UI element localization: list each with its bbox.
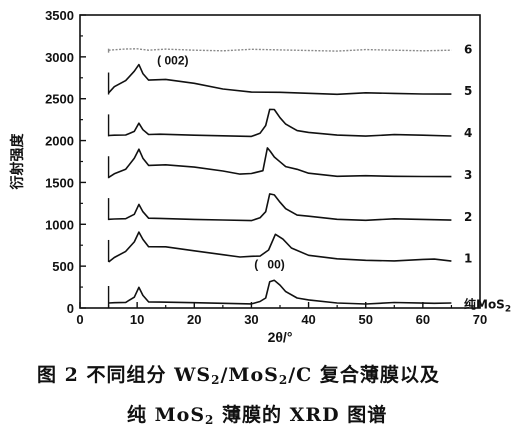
peak-annotation: ( 002) (157, 53, 188, 67)
series-label: 5 (464, 84, 472, 98)
y-tick-label: 0 (67, 301, 74, 316)
chart-plot-area: 纯MoS2 1 2 3 4 5 6 ( 002) (00) (107, 42, 511, 315)
y-tick-label: 500 (52, 259, 74, 274)
caption-text: 薄膜的 XRD 图谱 (214, 404, 388, 426)
x-tick-label: 20 (187, 312, 201, 327)
caption-text: /C 复合薄膜以及 (288, 364, 440, 386)
x-tick-label: 10 (130, 312, 144, 327)
series-line (108, 108, 452, 138)
series-label: 3 (464, 168, 472, 182)
series-label: 纯MoS2 (464, 297, 511, 315)
figure-caption-line-1: 图 2 不同组分 WS2/MoS2/C 复合薄膜以及 (37, 360, 440, 387)
caption-text: 纯 MoS (127, 404, 206, 426)
caption-subscript: 2 (211, 373, 221, 387)
x-tick-label: 50 (358, 312, 372, 327)
series-line (108, 147, 452, 179)
x-tick-label: 40 (301, 312, 315, 327)
y-tick-label: 3500 (45, 8, 74, 23)
peak-annotation: 00) (267, 258, 284, 272)
xrd-chart: 0 10 20 30 40 50 60 70 0 500 1000 1500 2000 2500 3000 3… (9, 8, 511, 345)
series-label: 4 (464, 126, 472, 140)
x-tick-label: 60 (416, 312, 430, 327)
y-tick-label: 2000 (45, 134, 74, 149)
x-tick-label: 70 (473, 312, 487, 327)
chart-axes: 0 10 20 30 40 50 60 70 0 500 1000 1500 2000 2500 3000 3… (9, 8, 487, 345)
series-label: 6 (464, 42, 472, 56)
x-tick-label: 0 (76, 312, 83, 327)
series-label-subscript: 2 (505, 305, 511, 315)
series-line (108, 48, 452, 52)
series-label: 1 (464, 252, 472, 266)
series-line (108, 231, 452, 263)
y-axis-label: 衍射强度 (9, 133, 26, 191)
y-tick-label: 1500 (45, 175, 74, 190)
caption-subscript: 2 (205, 413, 215, 427)
series-line (108, 193, 452, 222)
caption-text: 图 2 不同组分 WS (37, 364, 212, 386)
series-label: 2 (464, 210, 472, 224)
caption-text: /MoS (220, 364, 279, 386)
y-tick-label: 3000 (45, 50, 74, 65)
y-tick-label: 2500 (45, 92, 74, 107)
peak-annotation: ( (254, 258, 258, 272)
caption-subscript: 2 (278, 373, 289, 387)
series-line (108, 279, 452, 305)
x-tick-label: 30 (244, 312, 258, 327)
x-axis-label: 2θ/° (268, 329, 293, 345)
figure-caption-line-2: 纯 MoS2 薄膜的 XRD 图谱 (127, 400, 387, 427)
y-tick-label: 1000 (45, 217, 74, 232)
series-line (108, 63, 452, 96)
